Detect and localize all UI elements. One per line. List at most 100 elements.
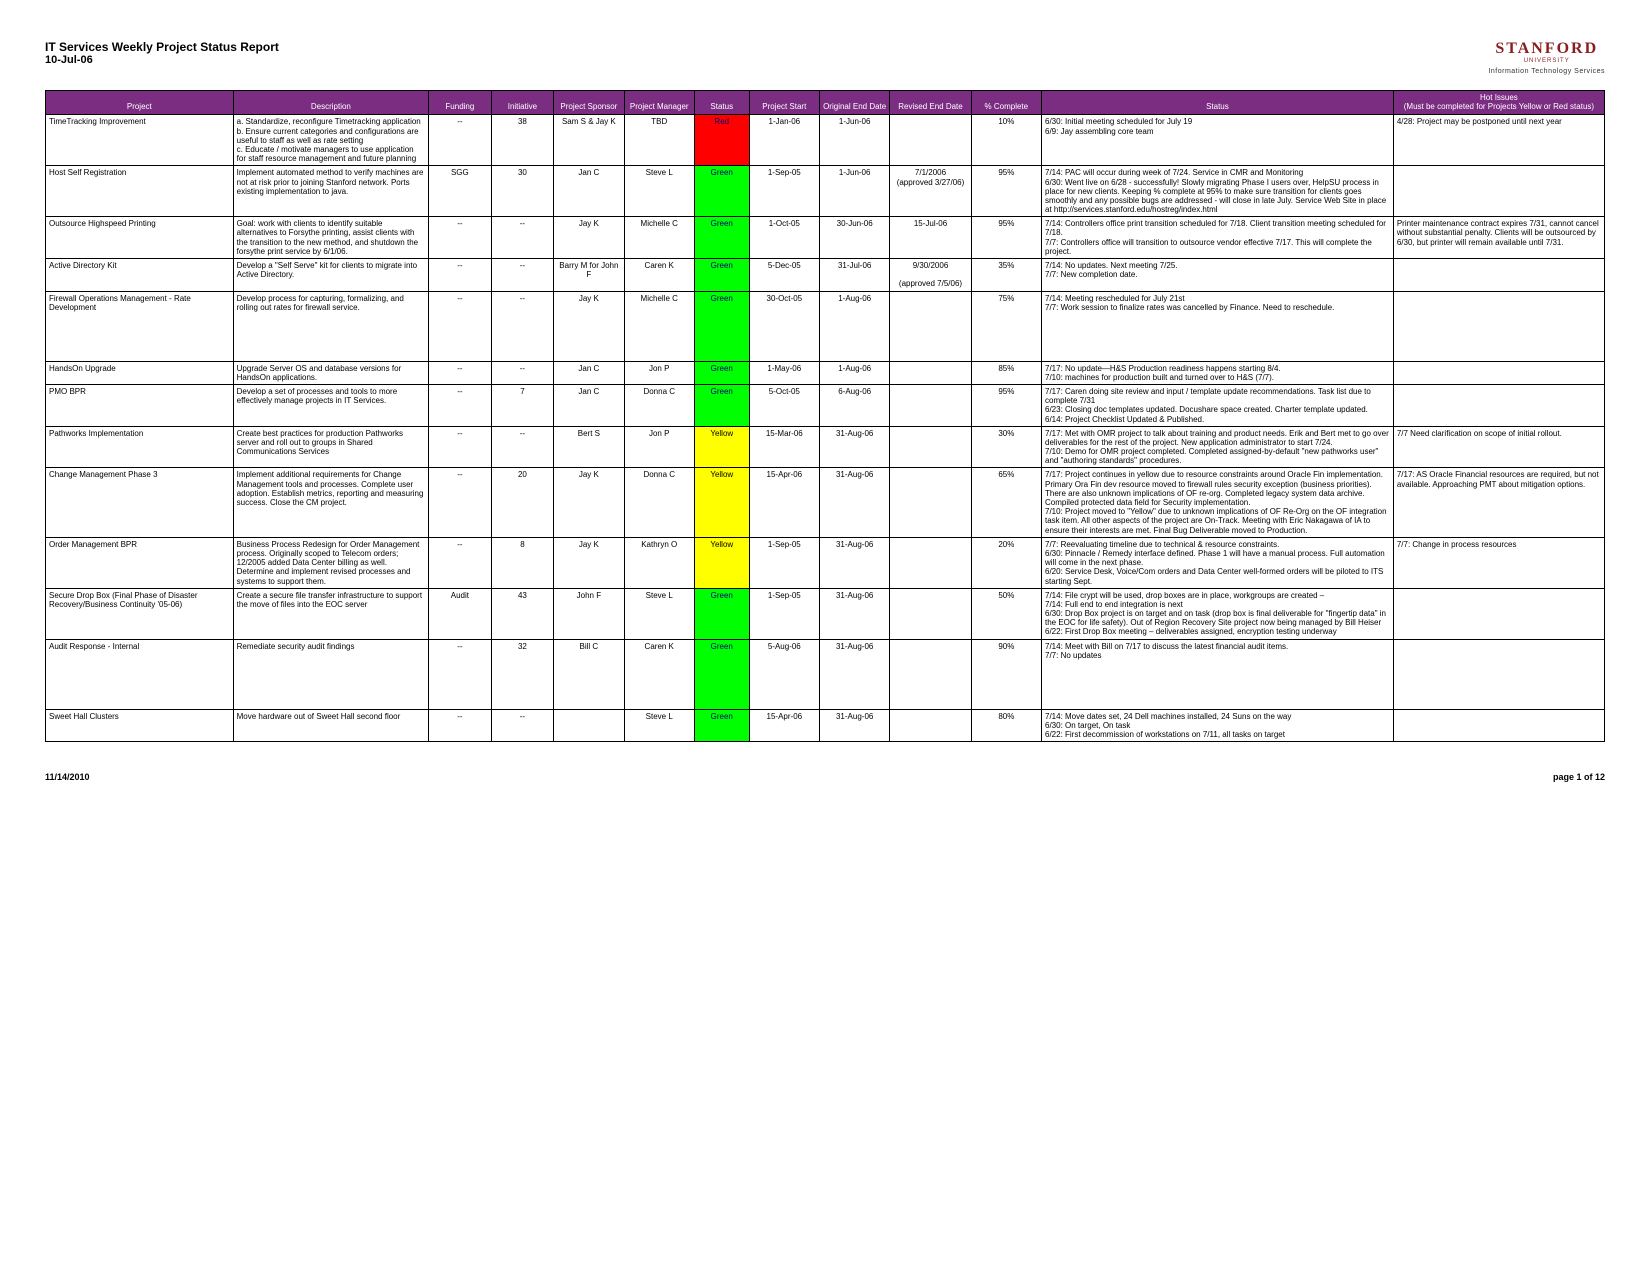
table-cell: Barry M for John F bbox=[554, 259, 624, 292]
table-cell: Steve L bbox=[624, 166, 694, 217]
table-cell bbox=[1393, 361, 1604, 384]
table-cell: Create a secure file transfer infrastruc… bbox=[233, 588, 428, 639]
org-sub: UNIVERSITY bbox=[1488, 58, 1605, 64]
table-cell: Jan C bbox=[554, 361, 624, 384]
report-title: IT Services Weekly Project Status Report bbox=[45, 40, 279, 54]
table-cell: TBD bbox=[624, 115, 694, 166]
status-table: ProjectDescriptionFundingInitiativeProje… bbox=[45, 90, 1605, 742]
table-cell: 1-Aug-06 bbox=[819, 291, 889, 361]
table-cell: 1-Sep-05 bbox=[749, 166, 819, 217]
table-cell: Secure Drop Box (Final Phase of Disaster… bbox=[46, 588, 234, 639]
table-cell: 7/14: File crypt will be used, drop boxe… bbox=[1042, 588, 1394, 639]
table-cell: Remediate security audit findings bbox=[233, 639, 428, 709]
table-cell: Outsource Highspeed Printing bbox=[46, 217, 234, 259]
table-cell: Develop a set of processes and tools to … bbox=[233, 384, 428, 426]
table-cell: Change Management Phase 3 bbox=[46, 468, 234, 537]
table-cell bbox=[554, 709, 624, 742]
table-cell: -- bbox=[491, 291, 554, 361]
table-cell: 31-Aug-06 bbox=[819, 709, 889, 742]
table-cell: Order Management BPR bbox=[46, 537, 234, 588]
table-cell: 1-Aug-06 bbox=[819, 361, 889, 384]
table-cell: Active Directory Kit bbox=[46, 259, 234, 292]
org-block: STANFORD UNIVERSITY Information Technolo… bbox=[1488, 40, 1605, 75]
table-row: Sweet Hall ClustersMove hardware out of … bbox=[46, 709, 1605, 742]
table-cell: 43 bbox=[491, 588, 554, 639]
table-cell: Green bbox=[694, 639, 749, 709]
table-cell bbox=[1393, 588, 1604, 639]
table-cell: a. Standardize, reconfigure Timetracking… bbox=[233, 115, 428, 166]
column-header: Status bbox=[1042, 91, 1394, 115]
table-cell: 7/14: Meeting rescheduled for July 21st7… bbox=[1042, 291, 1394, 361]
table-cell: 15-Jul-06 bbox=[890, 217, 971, 259]
table-cell: Develop process for capturing, formalizi… bbox=[233, 291, 428, 361]
table-cell: 30 bbox=[491, 166, 554, 217]
table-cell: 30-Oct-05 bbox=[749, 291, 819, 361]
table-cell: Green bbox=[694, 291, 749, 361]
table-cell: 30-Jun-06 bbox=[819, 217, 889, 259]
table-cell: Green bbox=[694, 166, 749, 217]
table-cell: PMO BPR bbox=[46, 384, 234, 426]
table-cell: 32 bbox=[491, 639, 554, 709]
table-row: Pathworks ImplementationCreate best prac… bbox=[46, 426, 1605, 468]
table-cell: -- bbox=[429, 291, 492, 361]
table-cell bbox=[1393, 166, 1604, 217]
table-row: Outsource Highspeed PrintingGoal: work w… bbox=[46, 217, 1605, 259]
table-cell: -- bbox=[429, 709, 492, 742]
table-cell: Goal: work with clients to identify suit… bbox=[233, 217, 428, 259]
table-cell: 7/17: No update—H&S Production readiness… bbox=[1042, 361, 1394, 384]
table-cell: -- bbox=[491, 709, 554, 742]
table-cell: Upgrade Server OS and database versions … bbox=[233, 361, 428, 384]
table-cell: 7/14: Meet with Bill on 7/17 to discuss … bbox=[1042, 639, 1394, 709]
column-header: Description bbox=[233, 91, 428, 115]
column-header: Project Manager bbox=[624, 91, 694, 115]
table-cell: Jay K bbox=[554, 217, 624, 259]
table-cell: 6/30: Initial meeting scheduled for July… bbox=[1042, 115, 1394, 166]
table-row: Firewall Operations Management - Rate De… bbox=[46, 291, 1605, 361]
table-cell: Business Process Redesign for Order Mana… bbox=[233, 537, 428, 588]
table-cell: Caren K bbox=[624, 639, 694, 709]
table-cell: 75% bbox=[971, 291, 1041, 361]
table-cell: 7/14: PAC will occur during week of 7/24… bbox=[1042, 166, 1394, 217]
table-cell: -- bbox=[429, 361, 492, 384]
table-cell: 5-Oct-05 bbox=[749, 384, 819, 426]
title-block: IT Services Weekly Project Status Report… bbox=[45, 40, 279, 66]
column-header: Revised End Date bbox=[890, 91, 971, 115]
table-cell: 7/17: Met with OMR project to talk about… bbox=[1042, 426, 1394, 468]
table-cell: 7/17: Project continues in yellow due to… bbox=[1042, 468, 1394, 537]
table-cell: 7 bbox=[491, 384, 554, 426]
table-cell bbox=[890, 361, 971, 384]
table-cell: Green bbox=[694, 259, 749, 292]
table-cell bbox=[1393, 709, 1604, 742]
table-cell: 1-May-06 bbox=[749, 361, 819, 384]
table-cell: Printer maintenance contract expires 7/3… bbox=[1393, 217, 1604, 259]
table-cell: 31-Aug-06 bbox=[819, 468, 889, 537]
table-row: Order Management BPRBusiness Process Red… bbox=[46, 537, 1605, 588]
table-cell: 1-Sep-05 bbox=[749, 537, 819, 588]
table-cell: 20 bbox=[491, 468, 554, 537]
table-row: Change Management Phase 3Implement addit… bbox=[46, 468, 1605, 537]
table-cell: Steve L bbox=[624, 588, 694, 639]
table-row: Host Self RegistrationImplement automate… bbox=[46, 166, 1605, 217]
table-cell: Yellow bbox=[694, 426, 749, 468]
table-row: Active Directory KitDevelop a "Self Serv… bbox=[46, 259, 1605, 292]
table-cell: 95% bbox=[971, 217, 1041, 259]
table-cell bbox=[890, 639, 971, 709]
table-cell: 8 bbox=[491, 537, 554, 588]
table-cell: 20% bbox=[971, 537, 1041, 588]
table-cell: 5-Aug-06 bbox=[749, 639, 819, 709]
table-cell bbox=[890, 537, 971, 588]
table-cell: Green bbox=[694, 361, 749, 384]
table-cell: -- bbox=[491, 361, 554, 384]
table-cell: 10% bbox=[971, 115, 1041, 166]
table-cell: -- bbox=[429, 384, 492, 426]
table-cell: Bert S bbox=[554, 426, 624, 468]
table-cell: Caren K bbox=[624, 259, 694, 292]
table-cell: 7/14: Controllers office print transitio… bbox=[1042, 217, 1394, 259]
table-cell: Implement additional requirements for Ch… bbox=[233, 468, 428, 537]
table-cell: Donna C bbox=[624, 468, 694, 537]
table-cell: 1-Jan-06 bbox=[749, 115, 819, 166]
table-cell: TimeTracking Improvement bbox=[46, 115, 234, 166]
table-cell: 1-Jun-06 bbox=[819, 115, 889, 166]
table-cell: 7/17: Caren doing site review and input … bbox=[1042, 384, 1394, 426]
table-cell: Kathryn O bbox=[624, 537, 694, 588]
